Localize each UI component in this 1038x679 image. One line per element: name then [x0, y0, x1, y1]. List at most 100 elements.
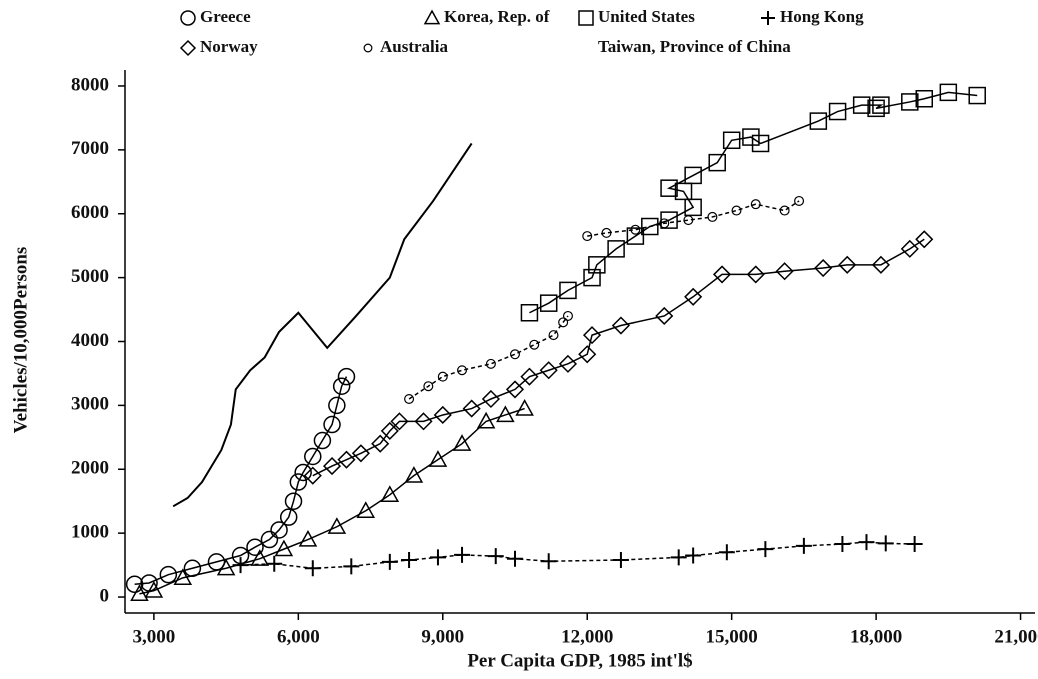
- data-point: [414, 412, 433, 431]
- data-point: [371, 434, 390, 453]
- legend-label: Korea, Rep. of: [444, 7, 550, 26]
- data-point: [731, 205, 742, 216]
- y-tick-label: 7000: [71, 138, 109, 159]
- x-axis-label: Per Capita GDP, 1985 int'l$: [467, 650, 692, 671]
- data-point: [718, 544, 735, 561]
- data-point: [683, 215, 694, 226]
- legend-marker: [761, 11, 775, 25]
- series-line: [172, 142, 473, 508]
- data-point: [284, 492, 303, 510]
- data-point: [452, 434, 472, 451]
- data-point: [380, 421, 399, 440]
- data-point: [351, 444, 370, 463]
- data-point: [684, 166, 702, 185]
- data-point: [507, 550, 523, 567]
- data-point: [968, 86, 986, 105]
- data-point: [520, 304, 539, 322]
- y-tick-label: 4000: [71, 330, 109, 351]
- data-point: [404, 466, 424, 483]
- data-point: [433, 405, 452, 425]
- legend-label: Norway: [200, 37, 258, 56]
- y-tick-label: 1000: [71, 522, 109, 543]
- data-point: [298, 529, 318, 547]
- data-point: [539, 361, 558, 380]
- data-point: [834, 536, 851, 553]
- series-line: [408, 200, 800, 400]
- series-line: [240, 541, 915, 570]
- y-tick-label: 2000: [71, 458, 109, 479]
- data-point: [423, 381, 434, 392]
- data-point: [454, 546, 471, 563]
- data-point: [548, 330, 559, 341]
- data-point: [611, 316, 630, 335]
- series-line: [312, 238, 925, 477]
- data-point: [562, 310, 573, 321]
- data-point: [313, 431, 332, 450]
- data-point: [404, 393, 415, 404]
- series-line: [529, 91, 978, 314]
- data-point: [125, 575, 144, 594]
- data-point: [496, 405, 515, 423]
- data-point: [401, 551, 418, 568]
- legend-label: Hong Kong: [780, 7, 864, 26]
- data-point: [485, 358, 496, 369]
- data-point: [751, 134, 770, 153]
- y-tick-label: 3000: [71, 394, 109, 415]
- data-point: [540, 553, 557, 570]
- legend-marker: [180, 10, 196, 26]
- legend-marker: [363, 43, 373, 53]
- data-point: [327, 517, 347, 534]
- data-point: [828, 102, 847, 121]
- data-point: [659, 218, 670, 229]
- data-point: [775, 262, 794, 281]
- data-point: [505, 380, 525, 399]
- data-point: [558, 317, 569, 328]
- data-point: [582, 326, 602, 345]
- data-point: [939, 83, 958, 102]
- data-point: [159, 565, 178, 584]
- data-point: [266, 555, 283, 572]
- data-point: [260, 530, 279, 549]
- x-tick-label: 21,000: [994, 626, 1038, 647]
- data-point: [674, 182, 693, 201]
- data-point: [337, 450, 356, 469]
- data-point: [232, 557, 249, 574]
- legend-label: Taiwan, Province of China: [598, 37, 791, 56]
- data-point: [707, 211, 718, 222]
- data-point: [304, 447, 322, 466]
- data-point: [144, 581, 164, 598]
- data-point: [641, 217, 659, 236]
- data-point: [779, 205, 790, 216]
- data-point: [476, 411, 496, 429]
- x-tick-label: 9,000: [421, 626, 464, 647]
- legend-marker: [423, 9, 441, 25]
- data-point: [612, 551, 629, 568]
- data-point: [457, 365, 468, 376]
- data-point: [900, 239, 919, 258]
- data-point: [582, 231, 593, 242]
- data-point: [578, 345, 597, 364]
- data-point: [428, 450, 448, 467]
- data-point: [381, 553, 398, 570]
- data-point: [462, 399, 481, 418]
- data-point: [270, 521, 288, 539]
- legend-marker: [179, 39, 197, 57]
- data-point: [795, 537, 812, 554]
- data-point: [750, 199, 761, 210]
- data-point: [838, 255, 857, 274]
- data-point: [250, 549, 270, 566]
- series-line: [139, 407, 525, 595]
- data-point: [437, 371, 448, 382]
- data-point: [510, 349, 521, 360]
- data-point: [684, 287, 703, 306]
- data-point: [867, 99, 885, 118]
- data-point: [852, 96, 871, 114]
- data-point: [588, 256, 606, 274]
- data-point: [858, 534, 875, 551]
- y-tick-label: 6000: [71, 202, 109, 223]
- data-point: [289, 473, 308, 491]
- x-tick-label: 18,000: [850, 626, 902, 647]
- data-point: [390, 412, 409, 431]
- data-point: [559, 281, 577, 300]
